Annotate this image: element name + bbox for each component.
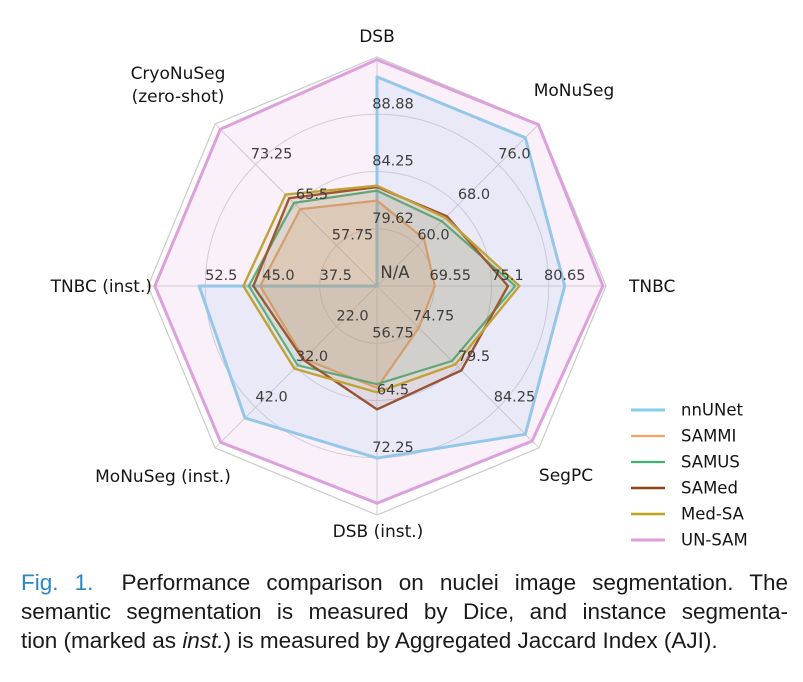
series-polygon-un-sam [153, 58, 605, 505]
tick-label: 68.0 [458, 187, 490, 203]
tick-label: 64.5 [377, 383, 409, 399]
axis-label-tnbc: TNBC [628, 277, 675, 297]
caption-line-2: semantic segmentation is measured by Dic… [21, 597, 788, 626]
legend-label-samed: SAMed [681, 479, 738, 498]
axis-spine [214, 285, 378, 449]
axis-spine [376, 123, 540, 287]
tick-label: 74.75 [413, 308, 455, 324]
series-polygon-sammi [259, 199, 436, 389]
legend-label-nnunet: nnUNet [681, 401, 743, 420]
axis-spine [376, 285, 540, 449]
caption-text-2: semantic segmentation is measured by Dic… [21, 599, 788, 624]
center-na-label: N/A [380, 263, 410, 282]
tick-label: 79.5 [458, 349, 490, 365]
tick-label: 52.5 [205, 268, 237, 284]
series-polygon-samus [247, 189, 517, 386]
caption-inst-italic: inst. [182, 628, 224, 653]
axis-label-cryonuseg: CryoNuSeg (zero-shot) [131, 64, 226, 107]
caption-line-1: Fig. 1. Performance comparison on nuclei… [21, 568, 788, 597]
axis-label-dsb: DSB [359, 27, 395, 47]
series-polygon-med-sa [242, 184, 521, 394]
tick-label: 73.25 [251, 147, 293, 163]
caption-text-3a: tion (marked as [21, 628, 183, 653]
tick-label: 65.5 [296, 187, 328, 203]
tick-label: 60.0 [417, 228, 449, 244]
tick-label: 79.62 [372, 211, 414, 227]
tick-label: 45.0 [262, 268, 294, 284]
tick-label: 32.0 [296, 349, 328, 365]
legend-label-un-sam: UN-SAM [681, 531, 748, 550]
tick-label: 37.5 [320, 268, 352, 284]
caption-text-1: Performance comparison on nuclei image s… [121, 570, 788, 595]
tick-label: 72.25 [372, 440, 414, 456]
tick-label: 57.75 [332, 228, 374, 244]
tick-label: 88.88 [372, 96, 414, 112]
radar-chart: 79.62 84.25 88.88 60.0 68.0 76.0 69.55 75.1 80.6… [50, 27, 748, 550]
tick-label: 80.65 [544, 268, 586, 284]
caption-line-3: tion (marked as inst.) is measured by Ag… [21, 626, 788, 655]
tick-label: 75.1 [491, 268, 523, 284]
legend-label-sammi: SAMMI [681, 427, 736, 446]
legend-label-samus: SAMUS [681, 453, 740, 472]
tick-label: 22.0 [336, 308, 368, 324]
legend-label-med-sa: Med-SA [681, 505, 745, 524]
tick-label: 42.0 [255, 389, 287, 405]
tick-label: 76.0 [498, 147, 530, 163]
axis-label-monuseg-inst-: MoNuSeg (inst.) [95, 467, 231, 487]
tick-label: 84.25 [494, 389, 536, 405]
axis-label-tnbc-inst-: TNBC (inst.) [50, 277, 152, 297]
tick-label: 56.75 [372, 325, 414, 341]
axis-label-dsb-inst-: DSB (inst.) [333, 522, 424, 542]
axis-label-segpc: SegPC [539, 466, 593, 486]
tick-label: 84.25 [372, 154, 414, 170]
figure-number-label: Fig. 1. [21, 570, 94, 595]
caption-text-3b: ) is measured by Aggregated Jaccard Inde… [223, 628, 718, 653]
tick-label: 69.55 [429, 268, 471, 284]
axis-label-monuseg: MoNuSeg [534, 81, 615, 101]
figure-caption: Fig. 1. Performance comparison on nuclei… [21, 568, 788, 655]
axis-spine [214, 123, 378, 287]
